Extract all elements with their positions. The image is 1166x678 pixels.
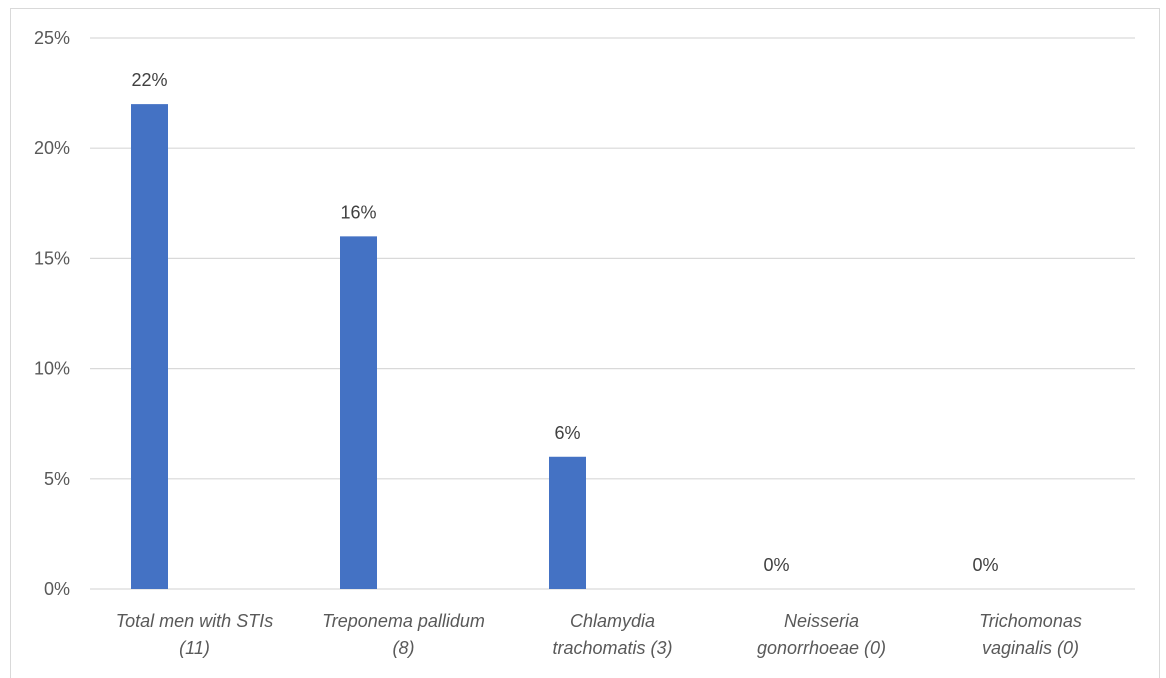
category-label-line: (8) [393,638,415,658]
category-label: Neisseria gonorrhoeae (0) [757,611,886,658]
y-tick-label: 25% [34,28,70,48]
category-label: Chlamydia trachomatis (3) [552,611,672,658]
y-tick-label: 15% [34,248,70,268]
bar [131,104,168,590]
category-label: Total men with STIs (11) [116,611,273,658]
category-label-line: (11) [179,638,210,658]
category-label-line: Trichomonas [979,611,1082,631]
category-label-line: trachomatis (3) [552,638,672,658]
category-label-line: vaginalis (0) [982,638,1079,658]
y-tick-label: 5% [44,469,70,489]
y-tick-label: 20% [34,138,70,158]
data-label: 16% [340,202,376,222]
data-label: 0% [972,555,998,575]
category-label-line: Total men with STIs [116,611,273,631]
category-label-line: Chlamydia [570,611,655,631]
bar [340,236,377,590]
category-label-line: Neisseria [784,611,859,631]
data-label: 6% [554,423,580,443]
data-labels: 22% 16% 6% 0% 0% [131,70,998,575]
gridlines [90,37,1135,590]
data-label: 0% [763,555,789,575]
bar [549,456,586,589]
category-label-line: gonorrhoeae (0) [757,638,886,658]
bars [131,104,586,590]
y-tick-label: 10% [34,359,70,379]
y-axis-tick-labels: 0% 5% 10% 15% 20% 25% [34,28,70,599]
category-label-line: Treponema pallidum [322,611,485,631]
data-label: 22% [131,70,167,90]
category-label: Trichomonas vaginalis (0) [979,611,1082,658]
category-label: Treponema pallidum (8) [322,611,485,658]
category-labels: Total men with STIs (11) Treponema pallidu… [116,611,1082,658]
y-tick-label: 0% [44,579,70,599]
